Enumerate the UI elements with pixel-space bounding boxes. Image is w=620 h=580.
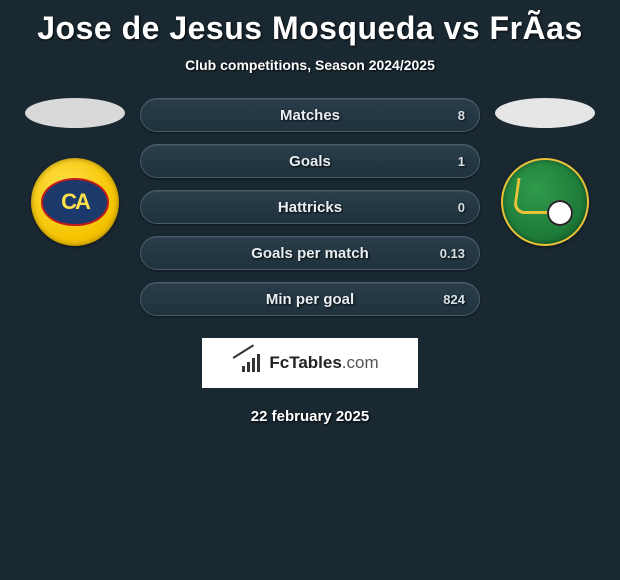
brand-watermark: FcTables.com (202, 338, 418, 388)
player-right-avatar-placeholder (495, 98, 595, 128)
stat-right-value: 0.13 (440, 246, 465, 261)
stat-right-value: 1 (458, 154, 465, 169)
brand-text: FcTables.com (269, 353, 378, 373)
stat-right-value: 824 (443, 292, 465, 307)
date-label: 22 february 2025 (251, 408, 369, 425)
club-badge-leon-ball-icon (547, 200, 573, 226)
stat-label: Goals (289, 153, 331, 170)
infographic-root: Jose de Jesus Mosqueda vs FrÃ­as Club co… (0, 0, 620, 425)
club-badge-america: CA (31, 158, 119, 246)
comparison-band: CA Matches 8 Goals 1 Hattricks 0 Goals p… (0, 98, 620, 316)
stat-row-matches: Matches 8 (140, 98, 480, 132)
stat-right-value: 0 (458, 200, 465, 215)
stat-label: Hattricks (278, 199, 342, 216)
club-badge-leon (501, 158, 589, 246)
page-subtitle: Club competitions, Season 2024/2025 (185, 57, 435, 73)
stats-list: Matches 8 Goals 1 Hattricks 0 Goals per … (140, 98, 480, 316)
brand-name: FcTables (269, 353, 341, 372)
stat-label: Goals per match (251, 245, 369, 262)
stat-row-hattricks: Hattricks 0 (140, 190, 480, 224)
brand-domain: .com (342, 353, 379, 372)
player-right-column (490, 98, 600, 246)
stat-label: Matches (280, 107, 340, 124)
page-title: Jose de Jesus Mosqueda vs FrÃ­as (37, 10, 583, 47)
club-badge-america-inner: CA (43, 180, 107, 224)
stat-row-goals: Goals 1 (140, 144, 480, 178)
stat-row-goals-per-match: Goals per match 0.13 (140, 236, 480, 270)
player-left-avatar-placeholder (25, 98, 125, 128)
stat-right-value: 8 (458, 108, 465, 123)
stat-label: Min per goal (266, 291, 354, 308)
stat-row-min-per-goal: Min per goal 824 (140, 282, 480, 316)
player-left-column: CA (20, 98, 130, 246)
brand-chart-icon (241, 354, 263, 372)
